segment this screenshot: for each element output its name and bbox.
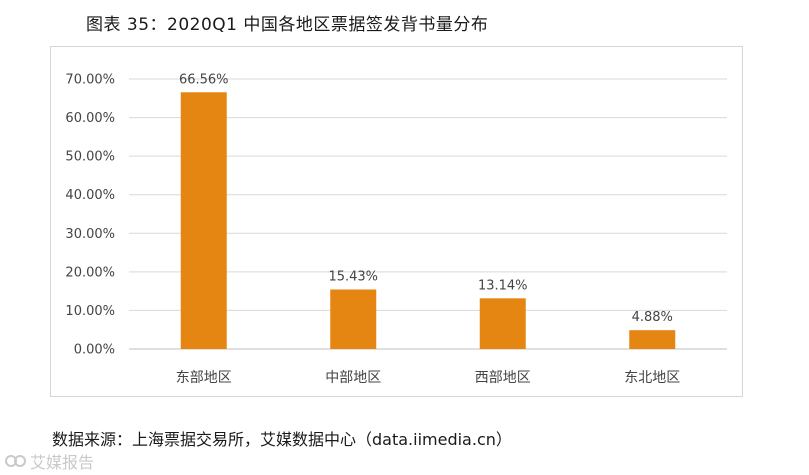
chart-frame: 0.00% 10.00% 20.00% 30.00% 40.00% 50.00% 60.00… [50,46,743,397]
bar [479,298,526,349]
bar [629,330,676,349]
category-label: 西部地区 [475,370,531,386]
y-tick-label: 0.00% [74,343,115,358]
watermark-text: 艾媒报告 [30,453,95,472]
source-note: 数据来源：上海票据交易所，艾媒数据中心（data.iimedia.cn） [52,430,512,449]
data-label: 66.56% [179,72,229,87]
figure-title: 图表 35：2020Q1 中国各地区票据签发背书量分布 [86,15,489,35]
category-label: 东北地区 [624,370,680,386]
data-label: 13.14% [478,278,528,293]
y-tick-label: 50.00% [65,150,115,165]
category-label: 东部地区 [176,370,232,386]
data-label: 4.88% [632,310,673,325]
watermark: 艾媒报告 [4,449,94,473]
y-tick-label: 70.00% [65,73,115,88]
y-tick-label: 10.00% [65,304,115,319]
y-tick-label: 60.00% [65,111,115,126]
bar [180,92,227,350]
category-label: 中部地区 [325,370,381,386]
watermark-logo-icon [5,455,26,467]
data-label: 15.43% [328,269,378,284]
y-tick-label: 30.00% [65,227,115,242]
bar-chart: 0.00% 10.00% 20.00% 30.00% 40.00% 50.00% 60.00… [65,72,727,386]
bar [330,289,377,349]
y-tick-label: 20.00% [65,265,115,280]
y-tick-label: 40.00% [65,188,115,203]
